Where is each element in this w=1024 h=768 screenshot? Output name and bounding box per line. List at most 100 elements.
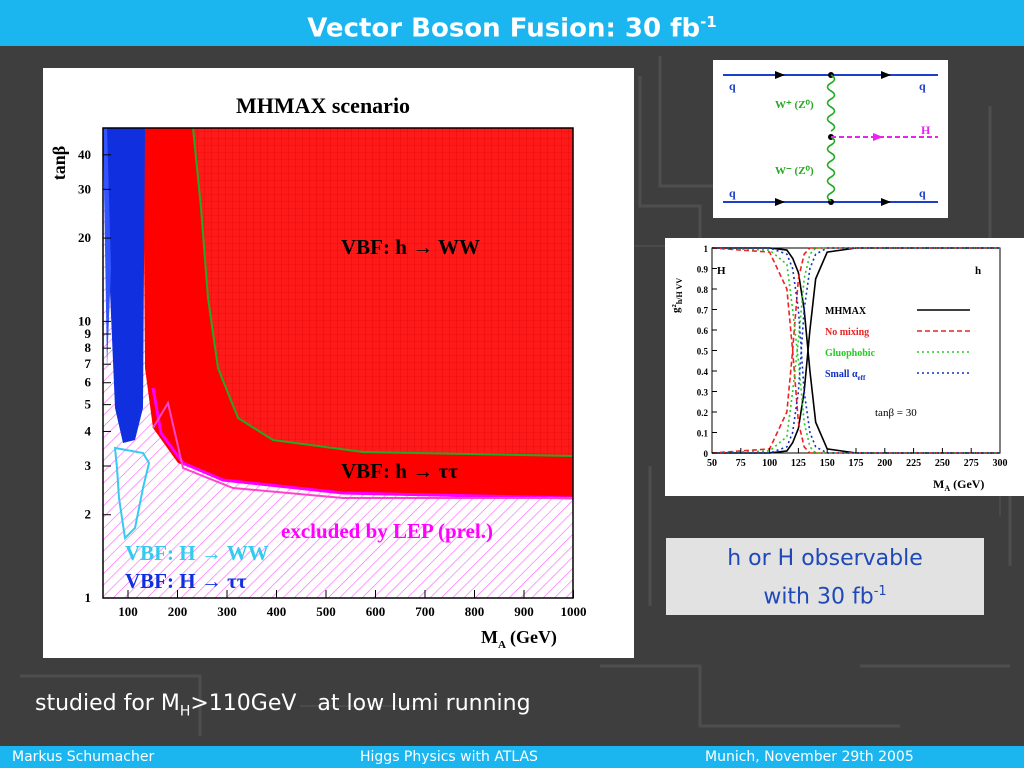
ylabel-tanb: tanβ bbox=[49, 146, 69, 181]
coupling-xlabel: MA (GeV) bbox=[933, 477, 984, 493]
slide-title-text: Vector Boson Fusion: 30 fb bbox=[307, 13, 701, 44]
y-tick-label: 5 bbox=[85, 397, 92, 412]
x-tick-labels: 100 200 300 400 500 600 700 800 900 1000 bbox=[118, 590, 587, 619]
q-bottom-right: q bbox=[919, 186, 926, 200]
exclusion-title: MHMAX scenario bbox=[236, 93, 410, 118]
coupling-y-tick-label: 0.6 bbox=[697, 326, 709, 336]
y-tick-label: 20 bbox=[78, 230, 91, 245]
series-line-h bbox=[711, 247, 1000, 454]
coupling-x-tick-label: 75 bbox=[736, 458, 746, 469]
y-tick-label: 30 bbox=[78, 181, 91, 196]
x-tick-label: 500 bbox=[316, 604, 336, 619]
h-ww-contour bbox=[192, 128, 573, 457]
y-tick-label: 40 bbox=[78, 147, 91, 162]
h-ww-region bbox=[193, 128, 573, 456]
coupling-y-tick-label: 0 bbox=[704, 449, 709, 459]
plot-frame bbox=[102, 127, 574, 599]
lep-contour bbox=[152, 400, 573, 499]
feynman-svg: q q q q W⁺ (Z⁰) W⁻ (Z⁰) H bbox=[723, 71, 938, 206]
exclusion-plot: MHMAX scenario VBF: h → WW VBF: h → ττ e… bbox=[43, 68, 634, 658]
q-bottom-left: q bbox=[729, 186, 736, 200]
slide-title: Vector Boson Fusion: 30 fb-1 bbox=[0, 0, 1024, 46]
coupling-y-tick-label: 0.2 bbox=[697, 408, 709, 418]
coupling-ylabel: g²h/H VV bbox=[670, 278, 684, 313]
x-tick-label: 300 bbox=[217, 604, 237, 619]
coupling-y-tick-label: 0.5 bbox=[697, 347, 709, 357]
series-line-h bbox=[712, 247, 1000, 454]
x-tick-label: 800 bbox=[465, 604, 485, 619]
label-vbf-H-ww: VBF: H → WW bbox=[125, 541, 269, 565]
y-tick-label: 8 bbox=[85, 340, 92, 355]
coupling-chart: 50 75 100 125 150 175 200 225 250 275 300 0 0.1 0.2 0… bbox=[665, 238, 1024, 496]
x-tick-label: 900 bbox=[514, 604, 534, 619]
coupling-y-tick-label: 0.8 bbox=[697, 285, 709, 295]
H-tautau-region-edge bbox=[103, 128, 111, 368]
y-tick-label: 3 bbox=[85, 458, 92, 473]
label-vbf-h-tautau: VBF: h → ττ bbox=[341, 459, 458, 483]
y-tick-label: 7 bbox=[85, 356, 92, 371]
coupling-x-tick-label: 200 bbox=[877, 458, 892, 469]
footer-author: Markus Schumacher bbox=[12, 749, 155, 765]
label-lep-excluded: excluded by LEP (prel.) bbox=[281, 519, 493, 543]
observable-caption: h or H observable with 30 fb-1 bbox=[666, 538, 984, 615]
footer-date: Munich, November 29th 2005 bbox=[705, 749, 914, 765]
coupling-x-tick-label: 175 bbox=[849, 458, 864, 469]
H-tautau-region bbox=[103, 128, 145, 443]
coupling-x-tick-label: 300 bbox=[993, 458, 1008, 469]
exclusion-plot-svg: MHMAX scenario VBF: h → WW VBF: h → ττ e… bbox=[49, 93, 587, 651]
coupling-series bbox=[711, 247, 1000, 454]
caption-line1: h or H observable bbox=[727, 546, 923, 571]
higgs-label: H bbox=[921, 123, 931, 137]
footer-bar: Markus Schumacher Higgs Physics with ATL… bbox=[0, 746, 1024, 768]
tanb-label: tanβ = 30 bbox=[875, 407, 917, 419]
legend-label: No mixing bbox=[825, 327, 869, 338]
coupling-x-tick-label: 250 bbox=[935, 458, 950, 469]
series-line-H bbox=[712, 247, 1000, 454]
slide-title-sup: -1 bbox=[700, 13, 717, 31]
coupling-y-tick-label: 0.9 bbox=[697, 265, 709, 275]
H-ww-contour bbox=[113, 446, 151, 541]
w-boson-propagator bbox=[826, 74, 836, 202]
xlabel-ma: MA (GeV) bbox=[481, 627, 557, 651]
y-tick-label: 2 bbox=[85, 507, 92, 522]
coupling-x-tick-label: 275 bbox=[964, 458, 979, 469]
coupling-y-tick-label: 0.3 bbox=[697, 388, 709, 398]
y-tick-label: 10 bbox=[78, 313, 91, 328]
label-vbf-h-ww: VBF: h → WW bbox=[341, 235, 480, 259]
feynman-diagram: q q q q W⁺ (Z⁰) W⁻ (Z⁰) H bbox=[713, 60, 948, 218]
caption-line2: with 30 fb-1 bbox=[763, 584, 887, 610]
coupling-y-tick-label: 0.1 bbox=[697, 429, 709, 439]
y-tick-label: 6 bbox=[85, 375, 92, 390]
coupling-x-tick-label: 125 bbox=[791, 458, 806, 469]
label-vbf-H-tautau: VBF: H → ττ bbox=[125, 569, 247, 593]
coupling-y-tick-label: 0.4 bbox=[697, 367, 709, 377]
legend-label: Gluophobic bbox=[825, 348, 876, 359]
coupling-y-tick-label: 0.7 bbox=[697, 306, 709, 316]
x-tick-label: 200 bbox=[168, 604, 188, 619]
x-tick-label: 700 bbox=[415, 604, 435, 619]
x-tick-label: 1000 bbox=[561, 604, 587, 619]
coupling-x-tick-label: 225 bbox=[906, 458, 921, 469]
coupling-x-ticks: 50 75 100 125 150 175 200 225 250 275 300 bbox=[707, 448, 1008, 469]
study-note: studied for MH>110GeV at low lumi runnin… bbox=[35, 691, 531, 720]
footer-talk: Higgs Physics with ATLAS bbox=[360, 749, 538, 765]
x-tick-label: 100 bbox=[118, 604, 138, 619]
w-top-label: W⁺ (Z⁰) bbox=[775, 99, 814, 111]
coupling-y-tick-label: 1 bbox=[704, 244, 709, 254]
label-h: h bbox=[975, 265, 981, 277]
coupling-x-tick-label: 100 bbox=[762, 458, 777, 469]
y-tick-label: 9 bbox=[85, 326, 92, 341]
label-H: H bbox=[717, 265, 726, 277]
coupling-legend: MHMAX No mixing Gluophobic Small αeff bbox=[825, 306, 970, 382]
coupling-y-ticks: 0 0.1 0.2 0.3 0.4 0.5 0.6 0.7 0.8 0.9 1 bbox=[697, 244, 717, 459]
w-bottom-label: W⁻ (Z⁰) bbox=[775, 165, 814, 177]
q-top-left: q bbox=[729, 79, 736, 93]
coupling-svg: 50 75 100 125 150 175 200 225 250 275 300 00.10.20… bbox=[670, 244, 1008, 493]
x-tick-label: 600 bbox=[366, 604, 386, 619]
legend-label: MHMAX bbox=[825, 306, 867, 317]
coupling-x-tick-label: 50 bbox=[707, 458, 717, 469]
q-top-right: q bbox=[919, 79, 926, 93]
h-tautau-contour bbox=[151, 387, 573, 500]
y-tick-label: 4 bbox=[85, 423, 92, 438]
